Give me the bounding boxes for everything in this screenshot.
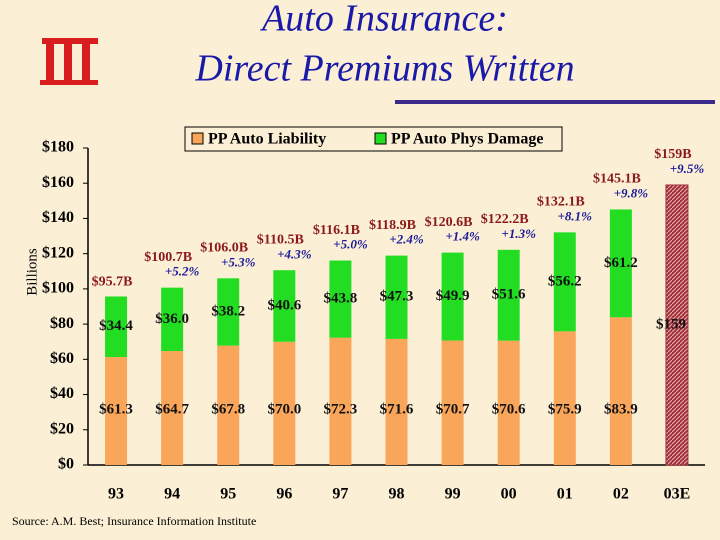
total-label: $116.1B — [313, 223, 360, 238]
y-tick-label: $160 — [42, 174, 74, 191]
y-tick-label: $100 — [42, 280, 74, 297]
value-label: $61.3 — [99, 401, 133, 417]
bar-segment — [441, 252, 464, 341]
bar-segment — [273, 270, 296, 342]
bar-segment — [609, 209, 632, 318]
growth-label: +4.3% — [277, 246, 312, 261]
value-label: $67.8 — [211, 401, 245, 417]
x-tick-label: 99 — [445, 486, 461, 503]
value-label: $70.0 — [267, 401, 301, 417]
growth-label: +1.4% — [445, 229, 480, 244]
title-line: Direct Premiums Written — [194, 48, 574, 90]
growth-label: +9.5% — [670, 161, 705, 176]
x-tick-label: 01 — [557, 486, 573, 503]
logo — [40, 38, 98, 85]
value-label: $64.7 — [155, 401, 189, 417]
growth-label: +5.2% — [165, 264, 200, 279]
bar-segment — [217, 278, 240, 346]
x-tick-label: 00 — [501, 486, 517, 503]
bar-segment — [161, 287, 184, 352]
bar-segment — [329, 337, 352, 465]
x-tick-label: 94 — [164, 486, 180, 503]
bar-segment — [441, 340, 464, 465]
bar-segment — [385, 255, 408, 339]
bar-segment — [273, 341, 296, 465]
x-tick-label: 97 — [332, 486, 348, 503]
x-tick-label: 03E — [664, 486, 691, 503]
growth-label: +8.1% — [558, 208, 593, 223]
value-label: $36.0 — [155, 311, 189, 327]
y-tick-label: $120 — [42, 244, 74, 261]
value-label: $83.9 — [604, 401, 638, 417]
value-label: $40.6 — [267, 297, 301, 313]
x-tick-label: 96 — [276, 486, 292, 503]
legend-label: PP Auto Liability — [208, 131, 326, 148]
total-label: $100.7B — [144, 250, 192, 265]
value-label: $56.2 — [548, 273, 582, 289]
bar-segment — [553, 232, 576, 332]
y-tick-label: $80 — [50, 315, 74, 332]
x-tick-label: 93 — [108, 486, 124, 503]
x-tick-label: 98 — [389, 486, 405, 503]
value-label: $159 — [656, 316, 686, 332]
title-line: Auto Insurance: — [259, 0, 508, 40]
growth-label: +9.8% — [614, 185, 649, 200]
estimate-bar — [665, 184, 689, 466]
legend-swatch — [374, 132, 387, 145]
value-label: $49.9 — [436, 288, 470, 304]
growth-label: +1.3% — [501, 226, 536, 241]
value-label: $43.8 — [324, 291, 358, 307]
y-tick-label: $40 — [50, 385, 74, 402]
growth-label: +5.0% — [333, 237, 368, 252]
legend-label: PP Auto Phys Damage — [391, 131, 543, 148]
total-label: $145.1B — [593, 172, 641, 187]
value-label: $61.2 — [604, 255, 638, 271]
total-label: $106.0B — [200, 241, 248, 256]
y-axis-label: Billions — [24, 248, 40, 296]
value-label: $72.3 — [324, 401, 358, 417]
legend — [184, 126, 563, 152]
growth-label: +5.3% — [221, 254, 256, 269]
bar-segment — [217, 345, 240, 465]
total-label: $110.5B — [257, 233, 304, 248]
total-label: $118.9B — [369, 218, 416, 233]
bar-segment — [497, 340, 520, 465]
value-label: $34.4 — [99, 318, 133, 334]
y-tick-label: $20 — [50, 420, 74, 437]
value-label: $75.9 — [548, 401, 582, 417]
y-tick-label: $60 — [50, 350, 74, 367]
x-tick-label: 95 — [220, 486, 236, 503]
value-label: $38.2 — [211, 303, 245, 319]
value-label: $71.6 — [380, 401, 414, 417]
total-label: $120.6B — [425, 215, 473, 230]
source: Source: A.M. Best; Insurance Information… — [12, 514, 256, 528]
y-tick-label: $140 — [42, 209, 74, 226]
total-label: $159B — [654, 147, 691, 162]
total-label: $95.7B — [92, 275, 133, 290]
bar-segment — [105, 296, 128, 358]
bar-segment — [609, 317, 632, 465]
bar-segment — [385, 338, 408, 465]
total-label: $122.2B — [481, 212, 529, 227]
bar-segment — [105, 357, 128, 465]
bar-segment — [161, 351, 184, 465]
value-label: $70.7 — [436, 401, 470, 417]
bar-segment — [553, 331, 576, 465]
x-tick-label: 02 — [613, 486, 629, 503]
y-tick-label: $180 — [42, 139, 74, 156]
value-label: $70.6 — [492, 401, 526, 417]
value-label: $51.6 — [492, 287, 526, 303]
growth-label: +2.4% — [389, 232, 424, 247]
y-tick-label: $0 — [58, 456, 74, 473]
value-label: $47.3 — [380, 289, 414, 305]
legend-swatch — [191, 132, 204, 145]
total-label: $132.1B — [537, 195, 585, 210]
bar-segment — [329, 260, 352, 338]
bar-segment — [497, 249, 520, 341]
